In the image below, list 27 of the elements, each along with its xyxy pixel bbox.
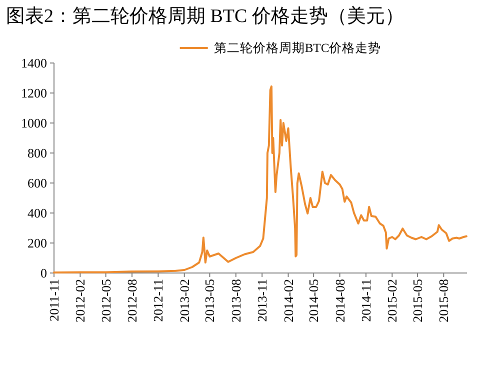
y-tick-label: 1400 <box>21 56 47 70</box>
x-tick-label: 2014-05 <box>306 279 322 322</box>
x-tick-label: 2015-05 <box>410 279 425 322</box>
x-tick-label: 2014-02 <box>280 279 296 322</box>
x-tick-label: 2012-08 <box>124 279 140 322</box>
x-tick-label: 2014-08 <box>332 279 348 322</box>
x-tick-label: 2013-11 <box>254 279 270 322</box>
y-tick-label: 200 <box>28 236 47 250</box>
y-tick-label: 600 <box>28 176 47 190</box>
legend-label: 第二轮价格周期BTC价格走势 <box>214 41 382 55</box>
x-tick-label: 2013-08 <box>228 279 244 322</box>
x-tick-label: 2015-02 <box>384 279 400 322</box>
x-tick-label: 2011-11 <box>46 279 62 322</box>
legend: 第二轮价格周期BTC价格走势 <box>180 41 382 55</box>
y-tick-label: 1200 <box>21 86 47 100</box>
title: 图表2：第二轮价格周期 BTC 价格走势（美元） <box>6 6 404 27</box>
x-tick-label: 2012-11 <box>150 279 166 322</box>
x-tick-label: 2013-02 <box>176 279 192 322</box>
x-tick-label: 2012-05 <box>98 279 114 322</box>
y-tick-label: 400 <box>28 206 47 220</box>
y-tick-label: 0 <box>40 266 47 280</box>
x-tick-label: 2014-11 <box>358 279 374 322</box>
y-tick-label: 800 <box>28 146 47 160</box>
x-tick-label: 2015-08 <box>436 279 452 322</box>
y-tick-label: 1000 <box>21 116 47 130</box>
x-tick-label: 2013-05 <box>202 279 218 322</box>
x-tick-label: 2012-02 <box>72 279 88 322</box>
